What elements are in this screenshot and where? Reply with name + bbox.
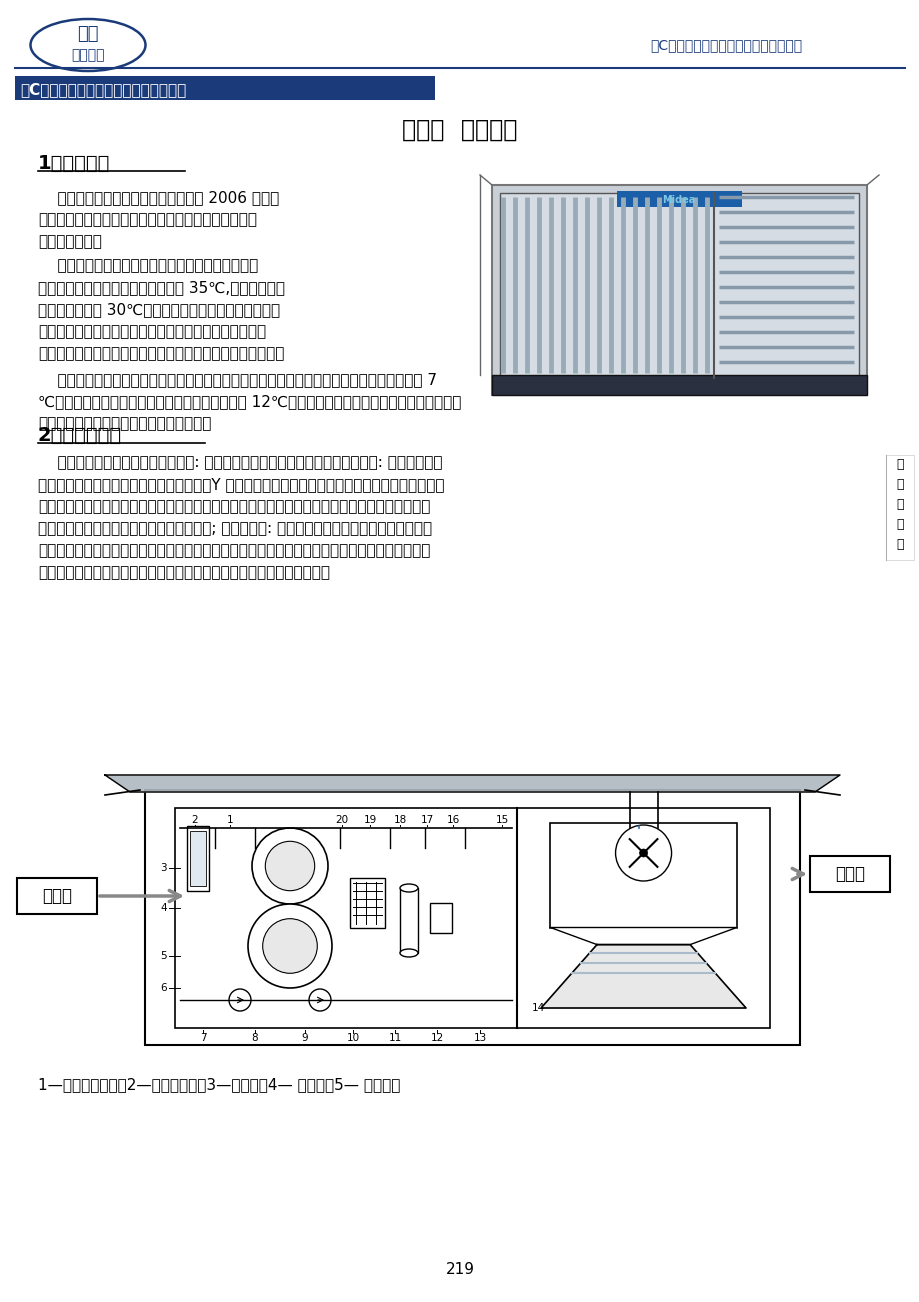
Text: 6: 6 bbox=[160, 983, 167, 993]
Text: 螺杆式压缩机、蒸发器、冷凝器、节流阀、Y 型过滤器（可以选配静电水处理器）、冷却水泵、冷冻: 螺杆式压缩机、蒸发器、冷凝器、节流阀、Y 型过滤器（可以选配静电水处理器）、冷却… bbox=[38, 477, 444, 492]
Text: 二是冷冻水系统，将螺杆式冷水机组中的蒸发器与冷冻水泵连接在一起，蒸发器出水温度是 7: 二是冷冻水系统，将螺杆式冷水机组中的蒸发器与冷冻水泵连接在一起，蒸发器出水温度是… bbox=[38, 372, 437, 387]
Text: 219: 219 bbox=[445, 1263, 474, 1277]
Bar bbox=[17, 878, 96, 914]
Text: 19: 19 bbox=[363, 815, 376, 825]
Text: 10: 10 bbox=[346, 1032, 359, 1043]
Text: 1—螺杆式压缩机；2—智能控制箱；3—蒸发器；4— 节流阀；5— 冷凝器；: 1—螺杆式压缩机；2—智能控制箱；3—蒸发器；4— 节流阀；5— 冷凝器； bbox=[38, 1077, 400, 1092]
Bar bbox=[499, 193, 858, 378]
Polygon shape bbox=[105, 775, 839, 792]
Text: 5: 5 bbox=[160, 950, 167, 961]
Bar bbox=[15, 76, 435, 100]
Ellipse shape bbox=[229, 990, 251, 1010]
Text: 机: 机 bbox=[895, 518, 902, 531]
Text: 冷却段: 冷却段 bbox=[834, 865, 864, 883]
Bar bbox=[400, 888, 417, 953]
Text: 系统分两部份：: 系统分两部份： bbox=[38, 234, 102, 249]
Bar bbox=[349, 878, 384, 928]
Text: 2、机组的组成: 2、机组的组成 bbox=[38, 426, 122, 444]
Text: 1: 1 bbox=[226, 815, 233, 825]
Polygon shape bbox=[540, 944, 745, 1008]
Text: 座等。主机段和冷却段分别加工、检验、合格后分别包装，分别运输到施工现场，再由用户进行简: 座等。主机段和冷却段分别加工、检验、合格后分别包装，分别运输到施工现场，再由用户… bbox=[38, 543, 430, 559]
Text: 主机段: 主机段 bbox=[42, 887, 72, 905]
Ellipse shape bbox=[252, 828, 328, 904]
Bar bbox=[492, 185, 866, 395]
Ellipse shape bbox=[309, 990, 331, 1010]
Text: 11: 11 bbox=[388, 1032, 402, 1043]
Bar bbox=[885, 454, 913, 560]
Text: 【C】系列一体化智能空调机组技术手册: 【C】系列一体化智能空调机组技术手册 bbox=[20, 82, 186, 98]
Text: 一: 一 bbox=[895, 458, 902, 471]
Text: 17: 17 bbox=[420, 815, 433, 825]
Ellipse shape bbox=[265, 841, 314, 891]
Text: 组箱体外预留管接口，以便接入末端设备。: 组箱体外预留管接口，以便接入末端设备。 bbox=[38, 417, 211, 431]
Polygon shape bbox=[550, 927, 736, 944]
Text: 2: 2 bbox=[191, 815, 199, 825]
Bar bbox=[809, 855, 889, 892]
Ellipse shape bbox=[400, 949, 417, 957]
Text: 4: 4 bbox=[160, 904, 167, 913]
Text: 13: 13 bbox=[473, 1032, 486, 1043]
Bar bbox=[492, 375, 866, 395]
Text: 16: 16 bbox=[446, 815, 460, 825]
Text: 8: 8 bbox=[252, 1032, 258, 1043]
Text: 化: 化 bbox=[895, 499, 902, 512]
Text: 12: 12 bbox=[430, 1032, 443, 1043]
Text: 14: 14 bbox=[531, 1003, 545, 1013]
Text: ℃，该温度的冷冻水通过末端设备换热后温度升至 12℃，再通过冷冻水泵返回至蒸发器，在一体机: ℃，该温度的冷冻水通过末端设备换热后温度升至 12℃，再通过冷冻水泵返回至蒸发器… bbox=[38, 395, 460, 409]
Text: 美的一体化智能空调机组是重庆美的 2006 年新推: 美的一体化智能空调机组是重庆美的 2006 年新推 bbox=[38, 190, 279, 204]
Text: 18: 18 bbox=[393, 815, 406, 825]
Bar bbox=[617, 191, 742, 207]
Text: 中央空调: 中央空调 bbox=[71, 48, 105, 62]
Text: 15: 15 bbox=[495, 815, 508, 825]
Bar bbox=[145, 790, 800, 1046]
Ellipse shape bbox=[248, 904, 332, 988]
Bar bbox=[550, 823, 736, 927]
Ellipse shape bbox=[400, 884, 417, 892]
Ellipse shape bbox=[30, 20, 145, 72]
Text: 1、产品简介: 1、产品简介 bbox=[38, 154, 110, 172]
Bar bbox=[429, 904, 451, 934]
Text: 出的产品。它将制冷主机与水路系统整合成一体，水路: 出的产品。它将制冷主机与水路系统整合成一体，水路 bbox=[38, 212, 256, 227]
Text: 第一章  产品综述: 第一章 产品综述 bbox=[402, 118, 517, 142]
Text: 组: 组 bbox=[895, 539, 902, 552]
Bar bbox=[187, 825, 209, 891]
Text: 7: 7 bbox=[199, 1032, 206, 1043]
Text: 20: 20 bbox=[335, 815, 348, 825]
Text: 凝器连接在一起，冷凝器出水温度为 35℃,将此水通过冷: 凝器连接在一起，冷凝器出水温度为 35℃,将此水通过冷 bbox=[38, 280, 285, 296]
Text: 美的: 美的 bbox=[77, 25, 98, 43]
Text: 3: 3 bbox=[160, 863, 167, 874]
Ellipse shape bbox=[263, 919, 317, 974]
Bar bbox=[175, 809, 769, 1029]
Text: 控制，选配件时请注明），然后通过静电水处理器进行除: 控制，选配件时请注明），然后通过静电水处理器进行除 bbox=[38, 324, 266, 339]
Text: 一是冷却水系统，冷却塔与螺杆式冷水机组中的冷: 一是冷却水系统，冷却塔与螺杆式冷水机组中的冷 bbox=[38, 258, 258, 273]
Bar bbox=[190, 831, 206, 885]
Text: 【C】系列一体化智能空调机组技术手册: 【C】系列一体化智能空调机组技术手册 bbox=[650, 38, 801, 52]
Text: 9: 9 bbox=[301, 1032, 308, 1043]
Ellipse shape bbox=[639, 849, 647, 857]
Text: Midea: Midea bbox=[662, 195, 695, 204]
Text: 单的连接组合成一个整体即可。另外，机组还可以配置遮雨棚（选配）。: 单的连接组合成一个整体即可。另外，机组还可以配置遮雨棚（选配）。 bbox=[38, 565, 330, 579]
Text: 垢、杀菌、灭藻，再通过冷却水泵送回至冷凝器，如此循环；: 垢、杀菌、灭藻，再通过冷却水泵送回至冷凝器，如此循环； bbox=[38, 346, 284, 361]
Text: 阀门连接系统、主机段箱体、主机段底座等; 冷却段含有: 横流式冷却塔、冷却段箱体、冷却段底: 阀门连接系统、主机段箱体、主机段底座等; 冷却段含有: 横流式冷却塔、冷却段箱体… bbox=[38, 521, 432, 536]
Text: 体: 体 bbox=[895, 479, 902, 491]
Text: 却塔散热降温至 30℃（冷却塔风机转速可通过变频器来: 却塔散热降温至 30℃（冷却塔风机转速可通过变频器来 bbox=[38, 302, 279, 316]
Text: 水泵、流量控制器、冷冻，冷却水温度传感器、主机散热用风机盘管、检修灯、膨胀水箱、管道，: 水泵、流量控制器、冷冻，冷却水温度传感器、主机散热用风机盘管、检修灯、膨胀水箱、… bbox=[38, 499, 430, 514]
Text: 美的一体化智能空调机组主要包括: 主机段和冷却段两个段体。其中主机段含有: 智能控制箱、: 美的一体化智能空调机组主要包括: 主机段和冷却段两个段体。其中主机段含有: 智能… bbox=[38, 454, 442, 470]
